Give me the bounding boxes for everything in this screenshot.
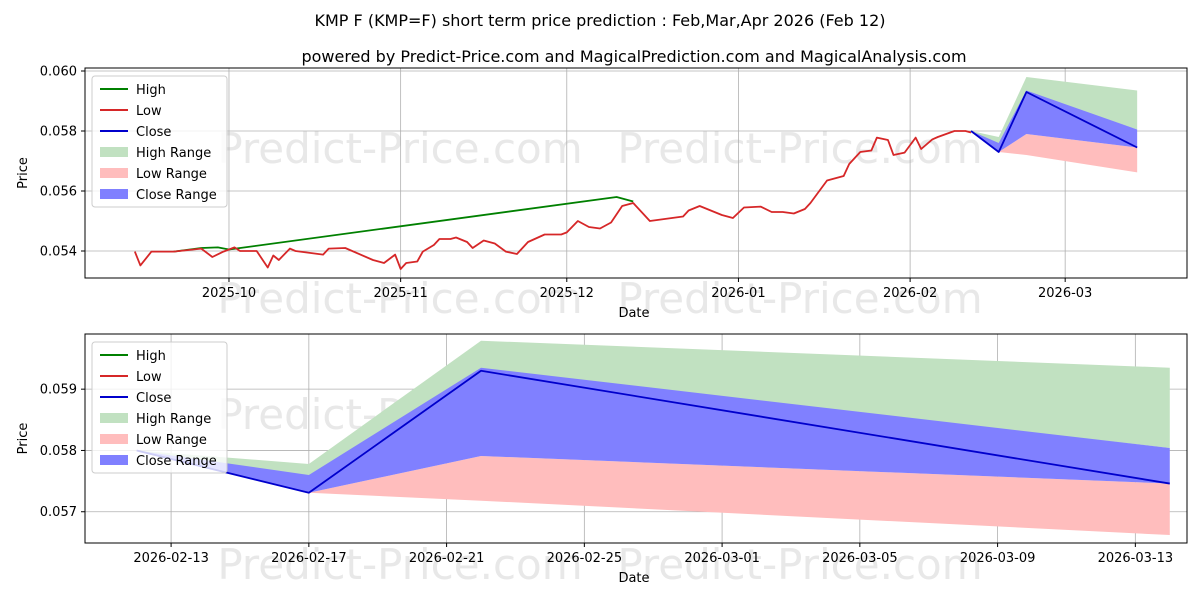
legend-label: Low bbox=[136, 370, 162, 385]
legend-swatch bbox=[100, 147, 128, 157]
close-range-band bbox=[136, 367, 1170, 493]
legend-label: Low bbox=[136, 104, 162, 119]
x-tick-label: 2026-02-21 bbox=[409, 551, 485, 566]
x-tick-label: 2026-02-13 bbox=[133, 551, 209, 566]
y-tick-label: 0.058 bbox=[40, 125, 77, 140]
legend-label: High Range bbox=[136, 412, 211, 427]
x-tick-label: 2026-02 bbox=[883, 286, 937, 301]
high-range-band bbox=[136, 340, 1170, 493]
x-tick-label: 2025-11 bbox=[373, 286, 427, 301]
low-range-band bbox=[971, 131, 1138, 173]
y-tick-label: 0.059 bbox=[40, 383, 77, 398]
low-series-line bbox=[134, 130, 972, 270]
legend-label: High Range bbox=[136, 146, 211, 161]
x-axis-label: Date bbox=[618, 306, 649, 321]
x-tick-label: 2026-03-13 bbox=[1098, 551, 1174, 566]
watermark: Predict-Price.com bbox=[617, 540, 982, 589]
x-tick-label: 2026-02-17 bbox=[271, 551, 347, 566]
legend-label: Low Range bbox=[136, 167, 207, 182]
high-series-line bbox=[173, 196, 634, 253]
y-axis-label: Price bbox=[16, 423, 31, 455]
y-tick-label: 0.057 bbox=[40, 505, 77, 520]
x-tick-label: 2026-03-09 bbox=[960, 551, 1036, 566]
y-tick-label: 0.058 bbox=[40, 444, 77, 459]
watermark: Predict-Price.com bbox=[617, 274, 982, 323]
plot-frame bbox=[84, 67, 1188, 279]
plot-frame bbox=[84, 333, 1188, 544]
watermark: Predict-Price.com bbox=[217, 274, 582, 323]
watermark: Predict-Price.com bbox=[217, 124, 582, 173]
legend-swatch bbox=[100, 168, 128, 178]
forecast-zoom-plot: Predict-Price.comPredict-Price.comPredic… bbox=[16, 333, 1188, 589]
close-range-band bbox=[971, 90, 1138, 152]
x-tick-label: 2026-02-25 bbox=[547, 551, 623, 566]
chart-subtitle: powered by Predict-Price.com and Magical… bbox=[301, 47, 966, 66]
watermark: Predict-Price.com bbox=[217, 540, 582, 589]
y-tick-label: 0.060 bbox=[40, 65, 77, 80]
legend-swatch bbox=[100, 455, 128, 465]
y-tick-label: 0.054 bbox=[40, 245, 77, 260]
x-tick-label: 2026-03-05 bbox=[822, 551, 898, 566]
x-tick-label: 2026-01 bbox=[711, 286, 765, 301]
low-range-band bbox=[136, 450, 1170, 536]
x-tick-label: 2026-03-01 bbox=[684, 551, 760, 566]
legend-label: Low Range bbox=[136, 433, 207, 448]
y-tick-label: 0.056 bbox=[40, 185, 77, 200]
main-price-plot: Predict-Price.com Predict-Price.com Predic… bbox=[16, 65, 1188, 323]
legend-swatch bbox=[100, 413, 128, 423]
x-tick-label: 2025-10 bbox=[202, 286, 256, 301]
legend-label: High bbox=[136, 83, 166, 98]
x-axis-label: Date bbox=[618, 571, 649, 586]
y-axis-label: Price bbox=[16, 157, 31, 189]
legend-swatch bbox=[100, 189, 128, 199]
close-series-line bbox=[970, 91, 1138, 153]
legend-label: Close Range bbox=[136, 188, 217, 203]
legend-label: High bbox=[136, 349, 166, 364]
legend-label: Close bbox=[136, 125, 171, 140]
high-range-band bbox=[971, 77, 1138, 152]
legend: High Low Close High Range Low Range Close Ran… bbox=[91, 341, 228, 474]
legend: High Low Close High Range Low Range Close Ran… bbox=[91, 75, 228, 208]
legend-label: Close Range bbox=[136, 454, 217, 469]
x-tick-label: 2025-12 bbox=[540, 286, 594, 301]
x-tick-label: 2026-03 bbox=[1038, 286, 1092, 301]
legend-label: Close bbox=[136, 391, 171, 406]
chart-title: KMP F (KMP=F) short term price predictio… bbox=[315, 11, 886, 30]
legend-swatch bbox=[100, 434, 128, 444]
